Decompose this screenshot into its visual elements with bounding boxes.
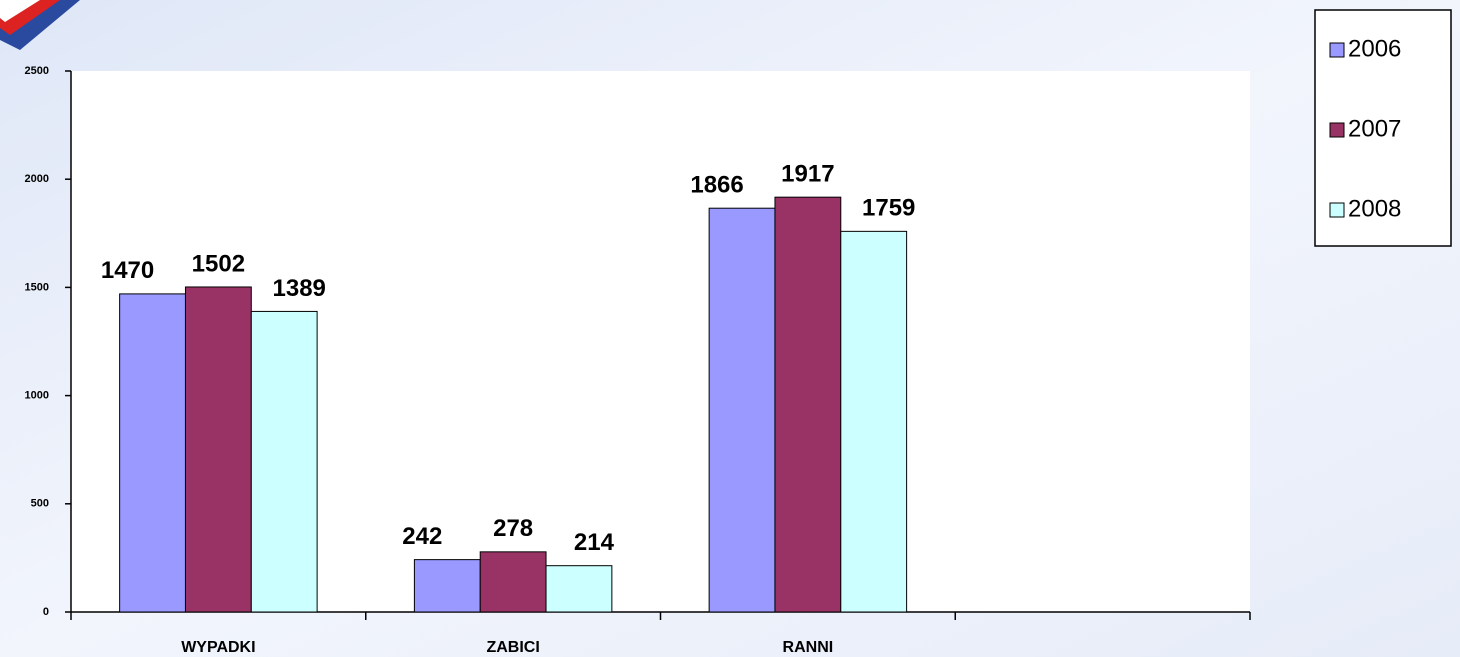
- bar: [479, 551, 547, 613]
- legend-swatch: [1329, 202, 1345, 218]
- y-tick-label: 500: [31, 498, 49, 510]
- bar: [840, 230, 908, 613]
- legend-label: 2006: [1348, 35, 1401, 62]
- data-label: 278: [493, 515, 533, 542]
- y-tick-label: 2000: [25, 173, 49, 185]
- y-tick-label: 1500: [25, 281, 49, 293]
- x-tick-label: RANNI: [783, 639, 834, 656]
- legend-swatch: [1329, 42, 1345, 58]
- data-label: 242: [402, 523, 442, 550]
- data-label: 1389: [273, 275, 326, 302]
- legend-swatch: [1329, 122, 1345, 138]
- y-tick-label: 2500: [25, 65, 49, 77]
- bar: [250, 310, 318, 613]
- bar: [413, 559, 481, 613]
- legend: 2006 2007 2008: [1314, 9, 1452, 247]
- y-tick-label: 1000: [25, 390, 49, 402]
- bar: [774, 196, 842, 613]
- legend-label: 2007: [1348, 115, 1401, 142]
- bar: [184, 286, 252, 613]
- data-label: 1917: [781, 161, 834, 188]
- bar: [119, 293, 186, 613]
- x-tick-label: ZABICI: [486, 639, 539, 656]
- data-label: 1502: [192, 250, 245, 277]
- logo: [0, 0, 80, 50]
- data-label: 1470: [101, 257, 154, 284]
- legend-label: 2008: [1348, 195, 1401, 222]
- bar: [545, 565, 613, 613]
- x-tick-label: WYPADKI: [181, 639, 255, 656]
- data-label: 1866: [690, 172, 743, 199]
- bar: [708, 207, 776, 613]
- data-label: 214: [574, 529, 615, 556]
- y-tick-label: 0: [43, 606, 49, 618]
- data-label: 1759: [862, 195, 915, 222]
